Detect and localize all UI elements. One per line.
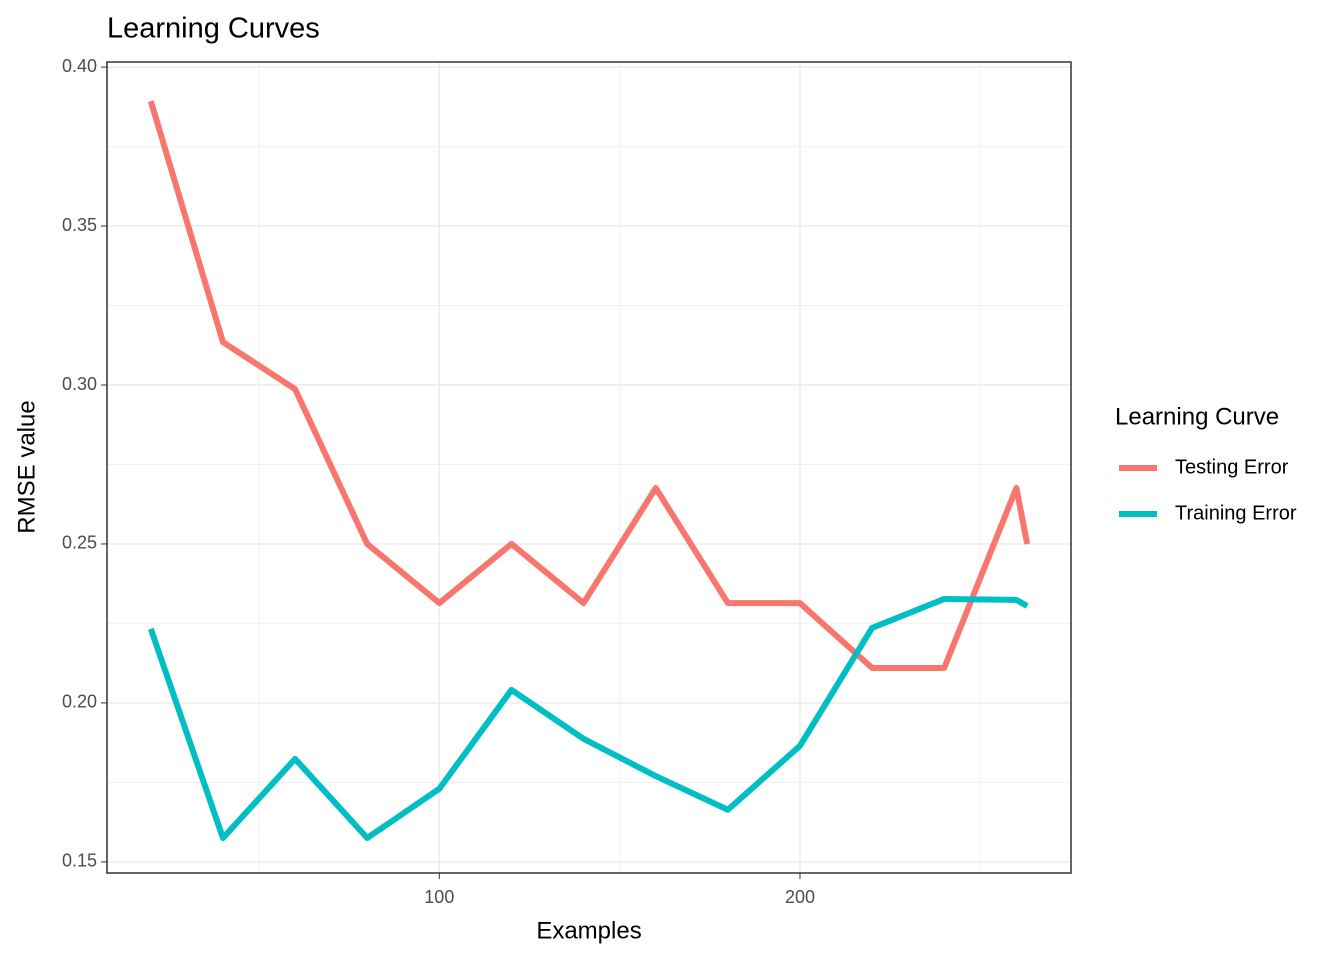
legend-label: Testing Error [1175,456,1289,478]
line [147,595,1029,842]
y-axis-title: RMSE value [13,400,40,533]
y-tick-label: 0.40 [62,56,97,76]
plot-border [106,61,1072,874]
y-tick-label: 0.30 [62,374,97,394]
y-tick-label: 0.35 [62,215,97,235]
legend-label: Training Error [1175,502,1297,524]
y-tick-label: 0.15 [62,851,97,871]
y-tick-label: 0.20 [62,692,97,712]
x-tick-label: 100 [424,887,454,907]
x-axis-title: Examples [536,917,641,944]
line [147,100,1031,671]
chart-title: Learning Curves [107,13,320,45]
y-tick-label: 0.25 [62,533,97,553]
x-tick-label: 200 [785,887,815,907]
legend-title: Learning Curve [1115,403,1279,430]
